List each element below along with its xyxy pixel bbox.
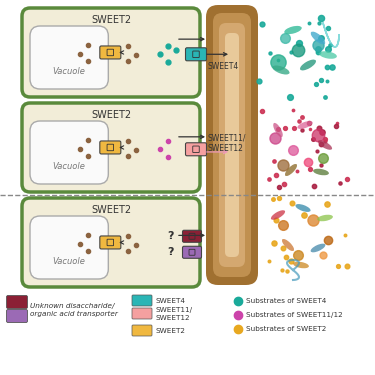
Ellipse shape: [271, 210, 285, 220]
FancyBboxPatch shape: [6, 309, 27, 322]
FancyBboxPatch shape: [107, 144, 114, 151]
Text: SWEET2: SWEET2: [91, 205, 131, 215]
Text: Vacuole: Vacuole: [53, 67, 86, 76]
FancyBboxPatch shape: [132, 295, 152, 306]
Ellipse shape: [319, 51, 337, 59]
Ellipse shape: [313, 169, 329, 175]
Ellipse shape: [311, 32, 325, 44]
FancyBboxPatch shape: [189, 249, 195, 255]
Text: Vacuole: Vacuole: [53, 257, 86, 266]
Ellipse shape: [293, 262, 309, 268]
Text: SWEET2: SWEET2: [91, 110, 131, 120]
Text: SWEET2: SWEET2: [91, 15, 131, 25]
FancyBboxPatch shape: [206, 5, 258, 285]
Ellipse shape: [284, 26, 302, 34]
Text: SWEET11/
SWEET12: SWEET11/ SWEET12: [155, 307, 192, 321]
FancyBboxPatch shape: [132, 308, 152, 319]
Text: ?: ?: [167, 231, 173, 241]
FancyBboxPatch shape: [30, 216, 108, 279]
Ellipse shape: [273, 66, 290, 75]
FancyBboxPatch shape: [189, 233, 195, 239]
FancyBboxPatch shape: [107, 239, 114, 246]
FancyBboxPatch shape: [22, 8, 200, 97]
Text: Substrates of SWEET11/12: Substrates of SWEET11/12: [246, 312, 343, 318]
Text: Unknown disaccharide/
organic acid transporter: Unknown disaccharide/ organic acid trans…: [30, 303, 118, 317]
FancyBboxPatch shape: [186, 48, 207, 61]
FancyBboxPatch shape: [132, 325, 152, 336]
Ellipse shape: [310, 244, 326, 252]
FancyBboxPatch shape: [225, 33, 239, 257]
FancyBboxPatch shape: [22, 198, 200, 287]
Text: SWEET2: SWEET2: [155, 328, 185, 334]
FancyBboxPatch shape: [183, 230, 201, 242]
Ellipse shape: [297, 121, 313, 129]
Ellipse shape: [296, 204, 310, 212]
FancyBboxPatch shape: [100, 141, 121, 154]
FancyBboxPatch shape: [193, 146, 199, 153]
FancyBboxPatch shape: [6, 296, 27, 309]
FancyBboxPatch shape: [219, 23, 245, 267]
Ellipse shape: [285, 164, 297, 176]
Text: SWEET4: SWEET4: [155, 298, 185, 304]
FancyBboxPatch shape: [213, 13, 251, 277]
Ellipse shape: [273, 123, 283, 137]
Ellipse shape: [282, 239, 294, 251]
FancyBboxPatch shape: [30, 121, 108, 184]
Text: SWEET4: SWEET4: [208, 62, 239, 71]
Text: Substrates of SWEET4: Substrates of SWEET4: [246, 298, 326, 304]
Ellipse shape: [300, 60, 316, 70]
FancyBboxPatch shape: [100, 236, 121, 249]
Text: ?: ?: [167, 247, 173, 257]
FancyBboxPatch shape: [183, 246, 201, 258]
FancyBboxPatch shape: [107, 49, 114, 56]
FancyBboxPatch shape: [193, 51, 199, 57]
FancyBboxPatch shape: [100, 46, 121, 59]
Ellipse shape: [317, 215, 333, 221]
FancyBboxPatch shape: [22, 103, 200, 192]
FancyBboxPatch shape: [186, 143, 207, 156]
Ellipse shape: [318, 140, 332, 150]
FancyBboxPatch shape: [30, 26, 108, 89]
Text: Vacuole: Vacuole: [53, 162, 86, 171]
Text: SWEET11/
SWEET12: SWEET11/ SWEET12: [208, 133, 246, 153]
Text: Substrates of SWEET2: Substrates of SWEET2: [246, 326, 326, 332]
